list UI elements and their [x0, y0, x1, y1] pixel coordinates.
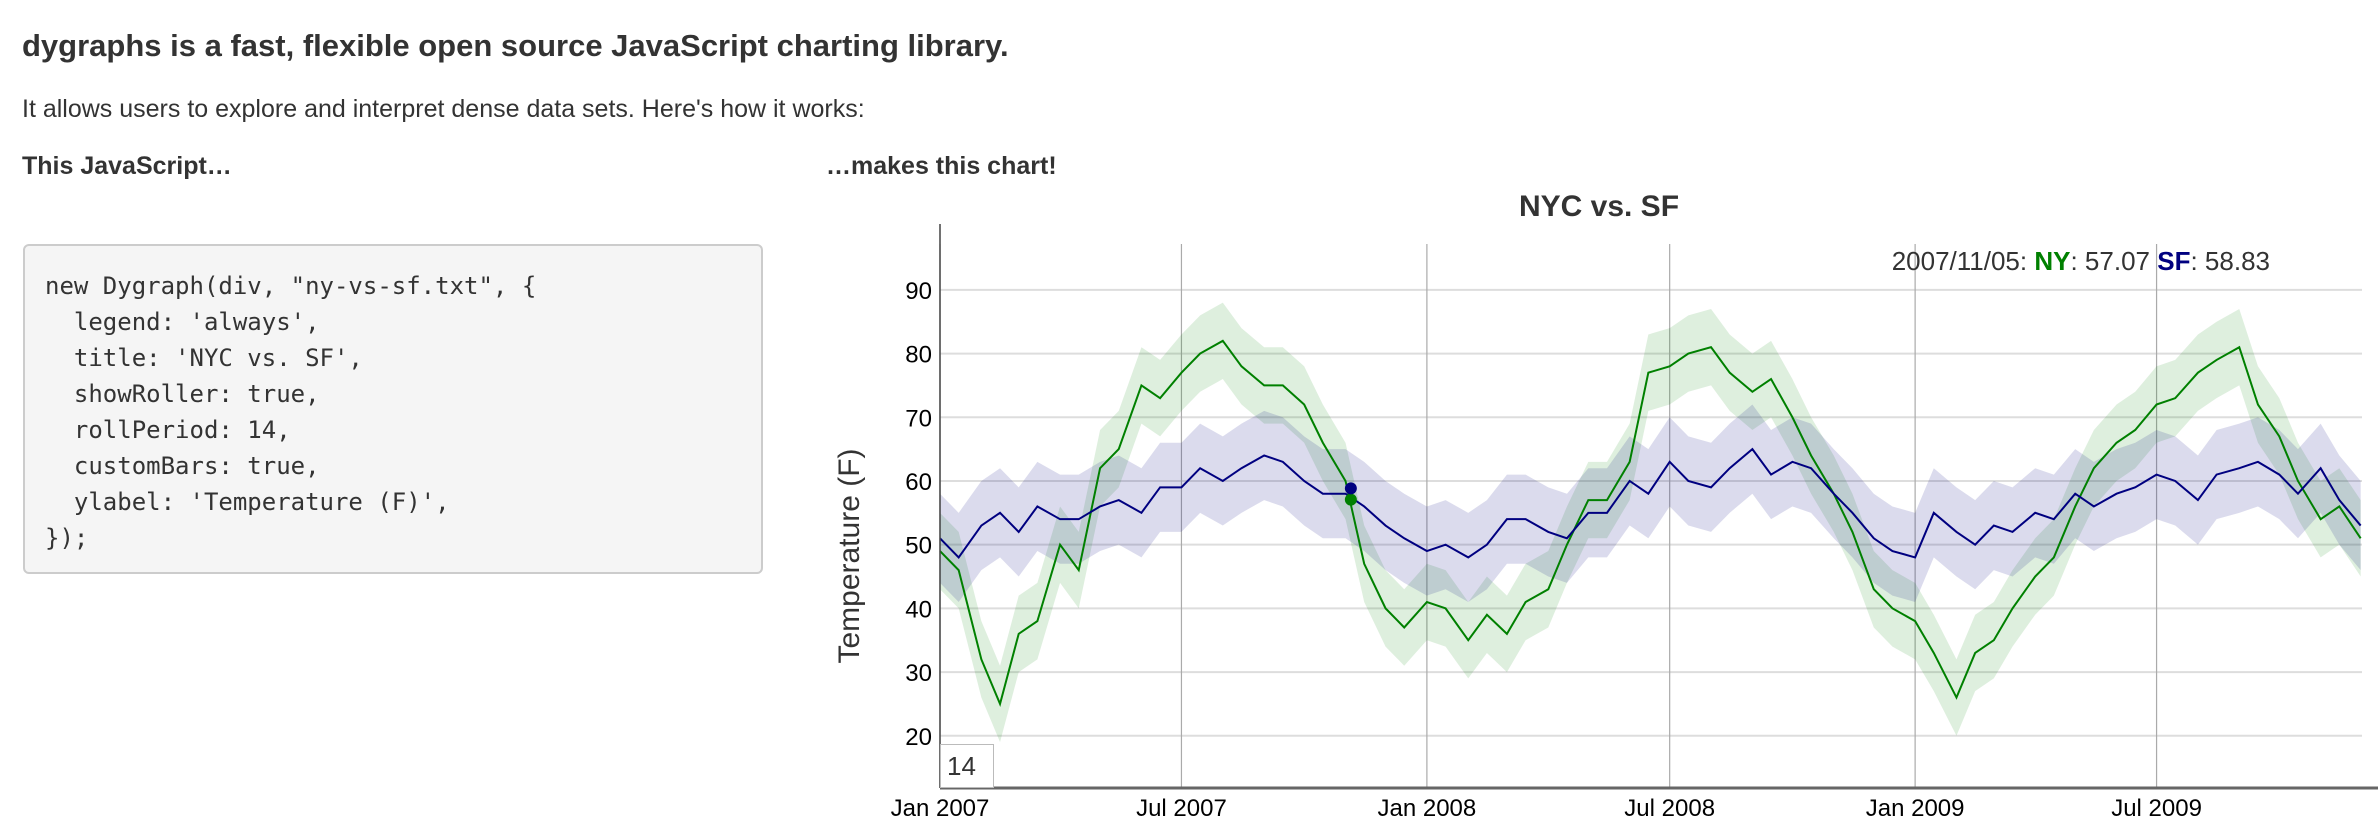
legend-sf-label: SF: [2157, 246, 2191, 276]
y-tick-label: 90: [905, 278, 932, 305]
y-tick-label: 20: [905, 724, 932, 751]
legend-ny-value: 57.07: [2084, 246, 2150, 276]
line-sf: [939, 447, 2362, 559]
legend-date: 2007/11/05: [1891, 246, 2020, 276]
highlight-point-ny: [1344, 493, 1357, 506]
y-tick-label: 40: [905, 596, 932, 623]
highlight-point-sf: [1344, 482, 1357, 495]
y-axis-label: Temperature (F): [833, 448, 866, 664]
chart-heading: …makes this chart!: [826, 152, 1057, 180]
y-tick-label: 80: [905, 342, 932, 369]
y-tick-label: 50: [905, 533, 932, 560]
band-ny: [940, 302, 2361, 743]
code-text: new Dygraph(div, "ny-vs-sf.txt", { legen…: [45, 272, 537, 552]
y-tick-label: 30: [905, 660, 932, 687]
code-block: new Dygraph(div, "ny-vs-sf.txt", { legen…: [23, 244, 763, 574]
code-heading: This JavaScript…: [22, 152, 232, 180]
legend-sf-value: 58.83: [2204, 246, 2270, 276]
y-tick-label: 70: [905, 405, 932, 432]
band-sf: [940, 404, 2361, 602]
x-tick-label: Jan 2008: [1378, 795, 1477, 822]
legend-ny-label: NY: [2034, 246, 2071, 276]
chart-legend: 2007/11/05: NY: 57.07 SF: 58.83: [1891, 246, 2270, 276]
x-tick-label: Jul 2009: [2111, 795, 2202, 822]
line-ny: [939, 339, 2362, 708]
chart-title: NYC vs. SF: [1518, 190, 1680, 223]
roll-period-input[interactable]: 14: [940, 744, 994, 788]
x-tick-label: Jul 2008: [1624, 795, 1715, 822]
x-tick-label: Jul 2007: [1136, 795, 1227, 822]
page-subline: It allows users to explore and interpret…: [22, 95, 865, 123]
x-tick-label: Jan 2009: [1866, 795, 1965, 822]
page-headline: dygraphs is a fast, flexible open source…: [22, 28, 1009, 63]
chart[interactable]: 20 30 40 50 60 70 80 90 Jan 2007 Jul 2007 Jan 2008…: [820, 180, 2378, 840]
x-tick-label: Jan 2007: [891, 795, 990, 822]
y-tick-label: 60: [905, 469, 932, 496]
